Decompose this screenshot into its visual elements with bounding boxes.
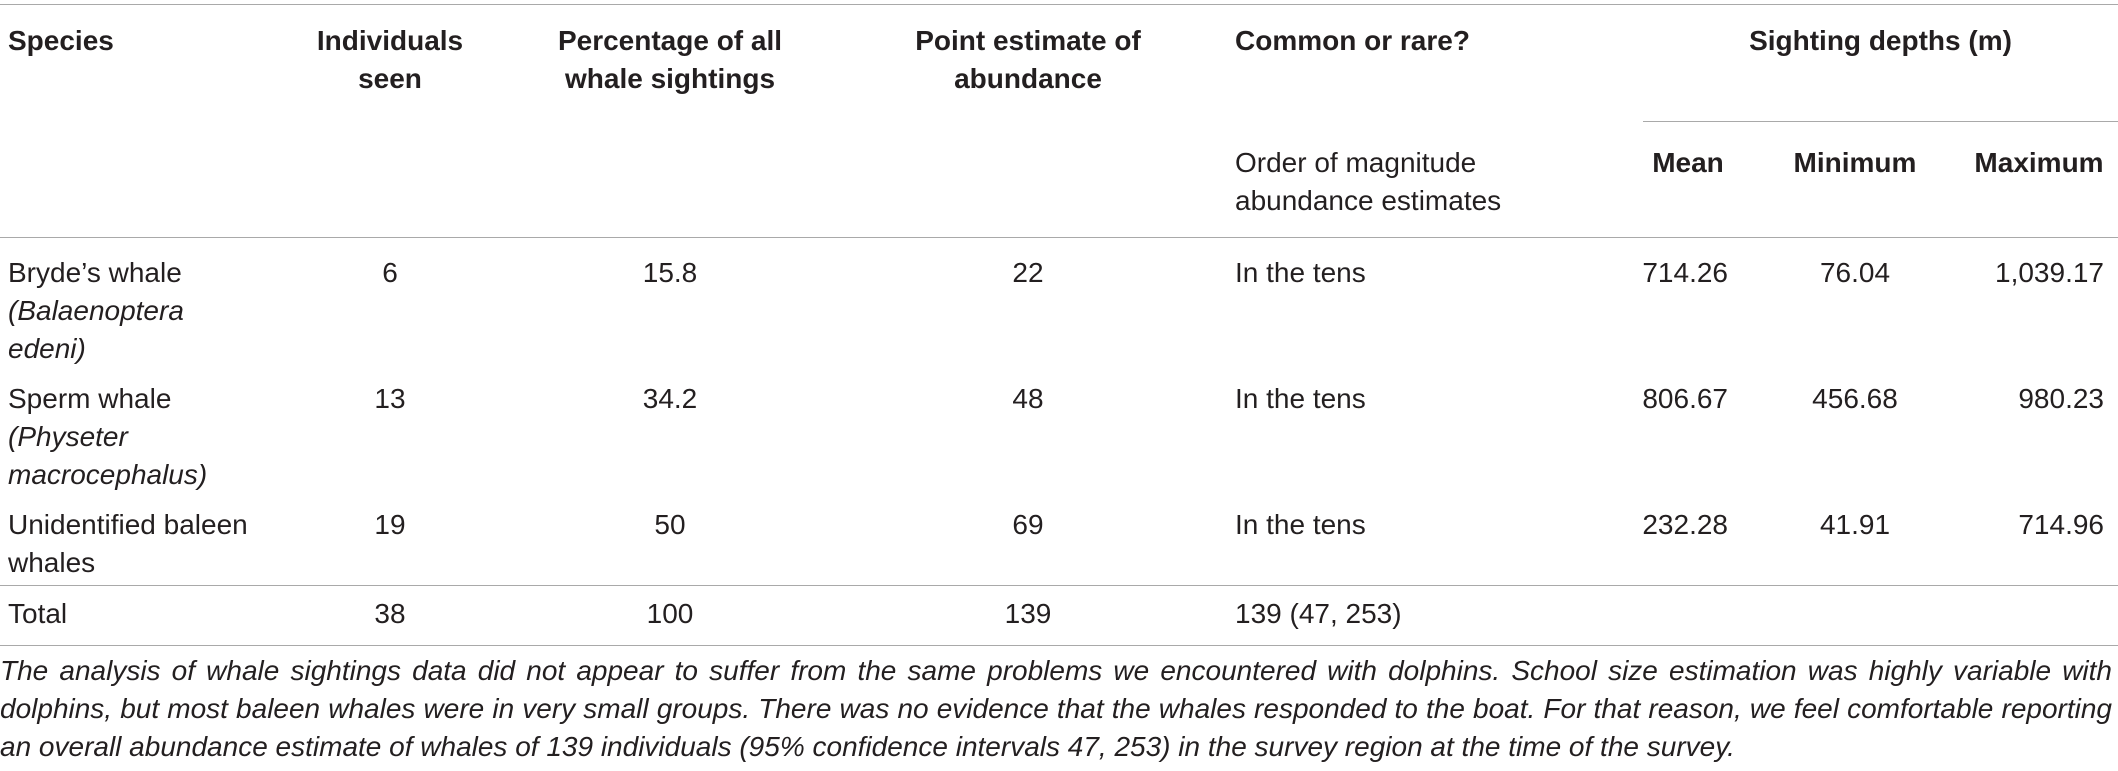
row-1-species: Bryde’s whale (Balaenoptera edeni) — [8, 257, 184, 364]
header-mean: Mean — [1652, 147, 1724, 178]
row-3-point-estimate: 69 — [1012, 509, 1044, 540]
row-1-point-estimate: 22 — [1012, 257, 1044, 288]
row-2-minimum: 456.68 — [1812, 383, 1898, 414]
header-minimum: Minimum — [1793, 147, 1917, 178]
row-3-species: Unidentified baleen whales — [8, 509, 248, 578]
total-individuals: 38 — [374, 598, 406, 629]
row-2-species: Sperm whale (Physeter macrocephalus) — [8, 383, 208, 490]
row-3-percentage: 50 — [654, 509, 686, 540]
header-sighting-depths: Sighting depths (m) — [1749, 25, 2012, 56]
total-point-estimate: 139 — [1004, 598, 1052, 629]
row-2-maximum: 980.23 — [2018, 383, 2104, 414]
row-1-individuals: 6 — [382, 257, 398, 288]
header-bottom-rule — [0, 237, 2118, 238]
header-common-rare: Common or rare? — [1235, 25, 1470, 56]
total-label: Total — [8, 598, 68, 629]
row-2-percentage: 34.2 — [642, 383, 698, 414]
header-species: Species — [8, 25, 114, 56]
row-1-minimum: 76.04 — [1819, 257, 1891, 288]
total-common-rare: 139 (47, 253) — [1235, 598, 1402, 629]
table-caption: The analysis of whale sightings data did… — [0, 655, 2112, 762]
header-percentage: Percentage of all whale sightings — [557, 25, 783, 94]
header-point-estimate: Point estimate of abundance — [915, 25, 1141, 94]
row-2-mean: 806.67 — [1642, 383, 1728, 414]
row-1-maximum: 1,039.17 — [1995, 257, 2104, 288]
row-2-individuals: 13 — [374, 383, 406, 414]
row-1-mean: 714.26 — [1642, 257, 1728, 288]
depth-group-rule — [1643, 121, 2118, 122]
header-maximum: Maximum — [1974, 147, 2104, 178]
table-bottom-rule — [0, 645, 2118, 646]
top-rule — [0, 4, 2118, 5]
row-3-minimum: 41.91 — [1819, 509, 1891, 540]
row-2-common-rare: In the tens — [1235, 383, 1366, 414]
row-3-individuals: 19 — [374, 509, 406, 540]
header-individuals: Individuals seen — [316, 25, 464, 94]
total-top-rule — [0, 585, 2118, 586]
row-3-mean: 232.28 — [1642, 509, 1728, 540]
total-percentage: 100 — [646, 598, 694, 629]
row-3-common-rare: In the tens — [1235, 509, 1366, 540]
row-1-common-rare: In the tens — [1235, 257, 1366, 288]
header-order-of-magnitude: Order of magnitude abundance estimates — [1235, 147, 1502, 216]
row-1-percentage: 15.8 — [642, 257, 698, 288]
row-3-maximum: 714.96 — [2018, 509, 2104, 540]
row-2-point-estimate: 48 — [1012, 383, 1044, 414]
